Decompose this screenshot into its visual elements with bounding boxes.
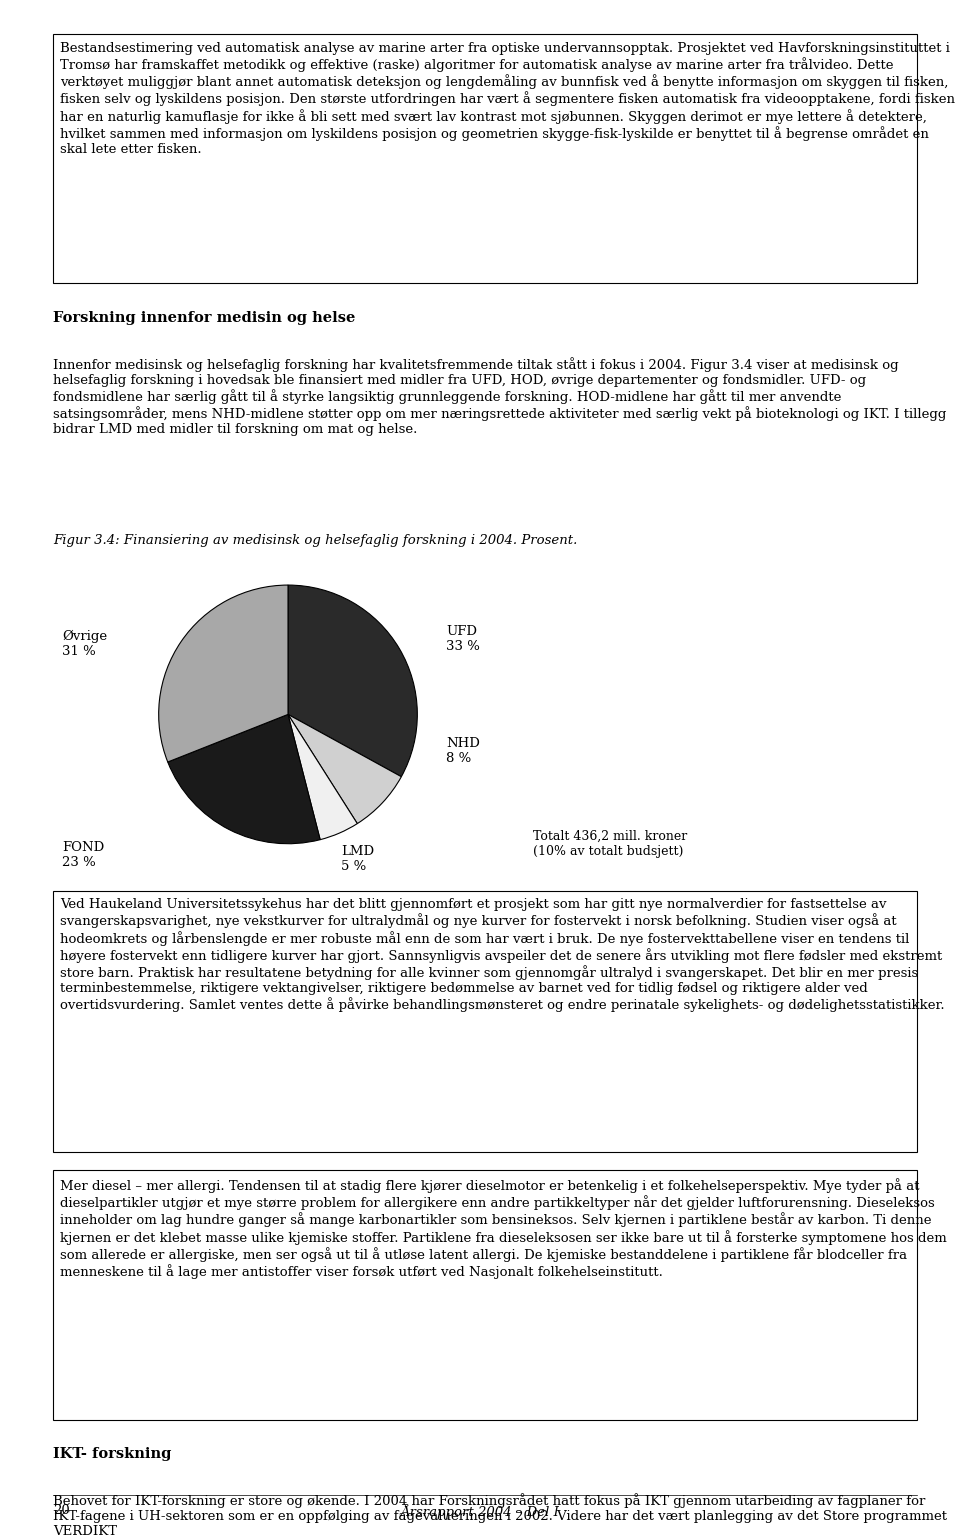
Text: Figur 3.4: Finansiering av medisinsk og helsefaglig forskning i 2004. Prosent.: Figur 3.4: Finansiering av medisinsk og …	[53, 534, 577, 546]
Wedge shape	[288, 715, 401, 824]
Text: Årsrapport 2004 – Del I: Årsrapport 2004 – Del I	[400, 1504, 560, 1520]
Wedge shape	[158, 584, 288, 761]
Text: UFD
33 %: UFD 33 %	[446, 626, 480, 654]
Text: Bestandsestimering ved automatisk analyse av marine arter fra optiske undervanns: Bestandsestimering ved automatisk analys…	[60, 42, 955, 155]
FancyBboxPatch shape	[53, 1170, 917, 1420]
Text: Behovet for IKT-forskning er store og økende. I 2004 har Forskningsrådet hatt fo: Behovet for IKT-forskning er store og øk…	[53, 1493, 947, 1538]
Text: NHD
8 %: NHD 8 %	[446, 738, 480, 766]
Text: 20: 20	[53, 1504, 69, 1516]
Text: Forskning innenfor medisin og helse: Forskning innenfor medisin og helse	[53, 311, 355, 325]
Text: Øvrige
31 %: Øvrige 31 %	[62, 631, 108, 658]
Text: FOND
23 %: FOND 23 %	[62, 841, 105, 869]
Text: Totalt 436,2 mill. kroner
(10% av totalt budsjett): Totalt 436,2 mill. kroner (10% av totalt…	[533, 831, 687, 858]
Wedge shape	[168, 715, 321, 844]
FancyBboxPatch shape	[53, 891, 917, 1152]
Wedge shape	[288, 715, 357, 840]
Wedge shape	[288, 584, 418, 777]
Text: IKT- forskning: IKT- forskning	[53, 1447, 171, 1461]
Text: Mer diesel – mer allergi. Tendensen til at stadig flere kjører dieselmotor er be: Mer diesel – mer allergi. Tendensen til …	[60, 1178, 948, 1280]
Text: Ved Haukeland Universitetssykehus har det blitt gjennomført et prosjekt som har : Ved Haukeland Universitetssykehus har de…	[60, 898, 945, 1012]
Text: Innenfor medisinsk og helsefaglig forskning har kvalitetsfremmende tiltak stått : Innenfor medisinsk og helsefaglig forskn…	[53, 357, 947, 437]
Text: LMD
5 %: LMD 5 %	[341, 846, 374, 874]
FancyBboxPatch shape	[53, 34, 917, 283]
